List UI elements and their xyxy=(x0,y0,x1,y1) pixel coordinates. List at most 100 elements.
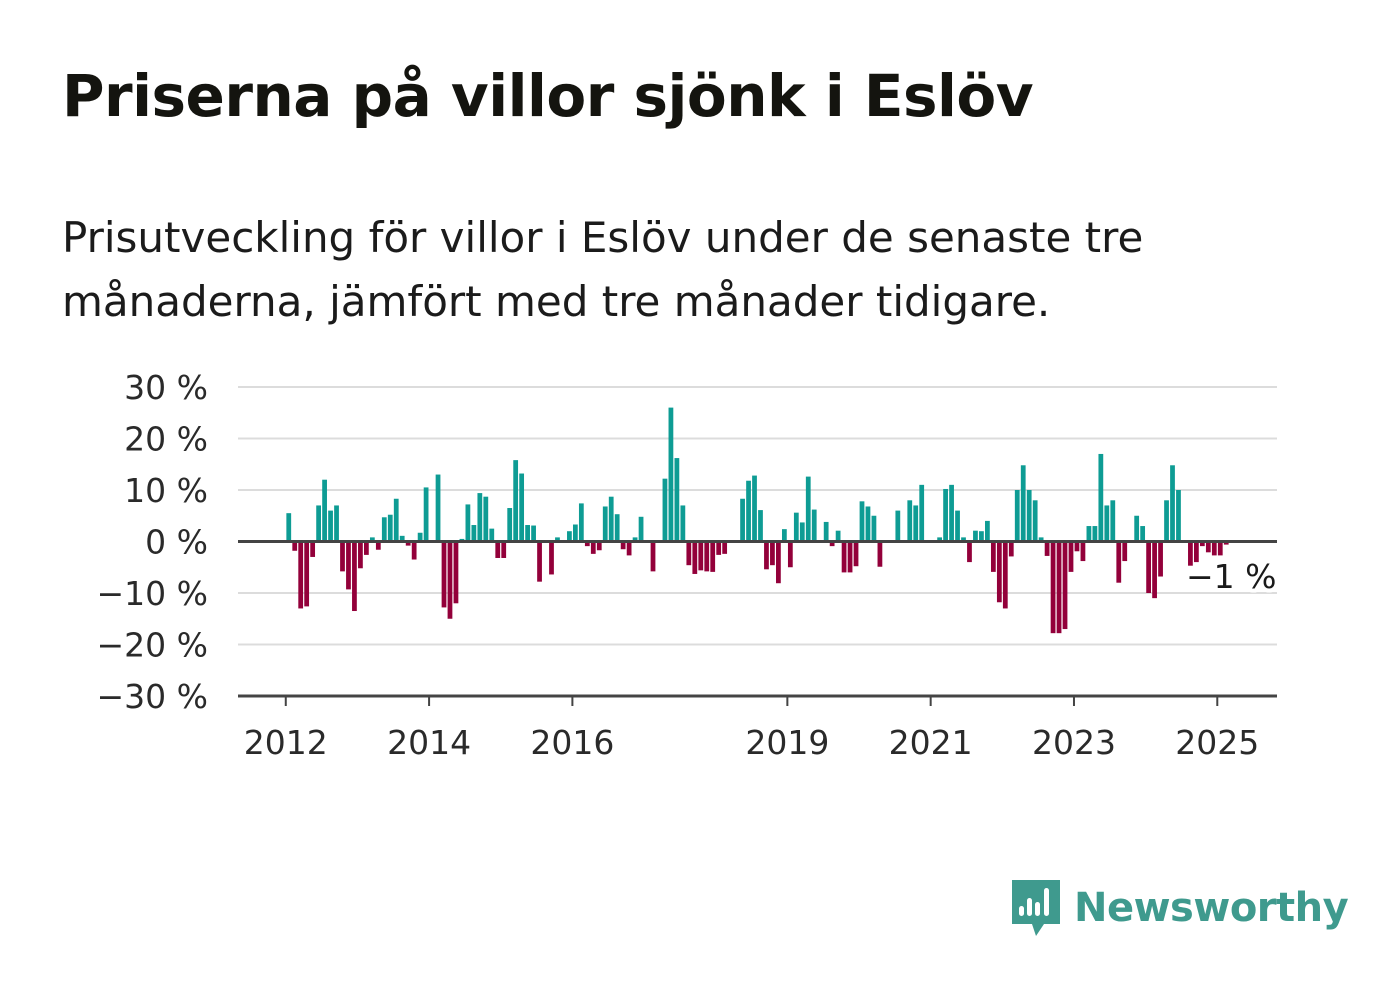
bar xyxy=(871,515,877,542)
bar xyxy=(608,496,614,542)
bar xyxy=(584,541,590,547)
bar xyxy=(668,407,674,542)
bar xyxy=(985,520,990,542)
bar xyxy=(686,541,692,566)
bar xyxy=(1194,541,1199,563)
bar xyxy=(758,510,763,542)
bar xyxy=(381,517,387,542)
bar xyxy=(441,541,447,608)
bar xyxy=(996,541,1002,603)
bar xyxy=(1170,465,1175,542)
bar xyxy=(555,537,560,542)
bar xyxy=(967,541,972,563)
bar xyxy=(567,531,572,542)
bar xyxy=(453,541,459,604)
bar xyxy=(919,484,925,542)
bar xyxy=(1056,541,1062,634)
bar xyxy=(1080,541,1086,562)
bar xyxy=(716,541,722,555)
bar xyxy=(1104,505,1110,542)
bar xyxy=(310,541,316,557)
bar xyxy=(1199,541,1205,547)
bar xyxy=(961,537,966,542)
bar xyxy=(358,541,363,569)
bar xyxy=(537,541,542,582)
bar xyxy=(495,541,501,558)
y-tick-label: 0 % xyxy=(145,523,208,562)
bar xyxy=(519,473,525,542)
bar xyxy=(1140,526,1146,542)
x-tick-label: 2021 xyxy=(889,723,973,762)
bar xyxy=(602,506,608,542)
bar xyxy=(1038,537,1044,542)
bar xyxy=(1074,541,1080,552)
bar xyxy=(638,516,644,542)
bar xyxy=(829,541,835,547)
bar xyxy=(435,474,441,542)
bar xyxy=(614,514,620,542)
bar xyxy=(393,498,399,542)
bar xyxy=(680,505,686,542)
newsworthy-logo: Newsworthy xyxy=(1010,878,1349,938)
bar xyxy=(949,484,954,542)
bar xyxy=(298,541,304,609)
bar xyxy=(1217,541,1223,556)
bar xyxy=(340,541,345,572)
x-tick-label: 2012 xyxy=(244,723,328,762)
bar xyxy=(1164,500,1169,542)
bar xyxy=(710,541,716,572)
bar xyxy=(387,514,393,542)
bar xyxy=(895,510,901,542)
bar xyxy=(525,525,530,542)
bar xyxy=(1205,541,1211,553)
y-tick-label: −10 % xyxy=(97,574,209,613)
bar xyxy=(907,500,913,542)
bar xyxy=(973,530,978,542)
bar xyxy=(740,498,745,542)
x-tick-label: 2025 xyxy=(1175,723,1259,762)
bar xyxy=(955,510,960,542)
bar xyxy=(322,479,327,542)
bar xyxy=(465,504,471,542)
bar xyxy=(847,541,853,573)
y-tick-label: −30 % xyxy=(97,677,209,716)
bar xyxy=(1002,541,1008,609)
bar xyxy=(531,525,536,542)
bar xyxy=(399,535,405,542)
bar xyxy=(596,541,602,551)
bar xyxy=(650,541,656,572)
bar xyxy=(793,512,799,542)
bar xyxy=(477,493,483,542)
bar xyxy=(1032,500,1038,542)
bar xyxy=(835,530,841,542)
bar xyxy=(1020,465,1026,542)
bar xyxy=(859,501,865,542)
axes xyxy=(238,540,1277,698)
y-tick-label: 30 % xyxy=(124,368,208,407)
chart-subtitle: Prisutveckling för villor i Eslöv under … xyxy=(62,213,1144,326)
bar xyxy=(501,541,507,558)
bar xyxy=(489,528,495,542)
bar xyxy=(346,541,351,590)
gridlines xyxy=(238,386,1277,646)
bar xyxy=(328,510,333,542)
bar xyxy=(352,541,357,612)
bar xyxy=(692,541,698,574)
bar xyxy=(1050,541,1056,634)
bar xyxy=(1158,541,1163,577)
bar xyxy=(752,475,757,542)
bar xyxy=(764,541,769,570)
bar xyxy=(364,541,369,555)
brand-name: Newsworthy xyxy=(1074,885,1349,931)
x-tick-label: 2019 xyxy=(745,723,829,762)
bar xyxy=(1223,541,1229,545)
bar xyxy=(704,541,710,572)
bar xyxy=(811,509,817,542)
bar xyxy=(799,522,805,542)
bar xyxy=(369,537,375,542)
bar xyxy=(286,513,292,542)
bar xyxy=(292,541,298,551)
bar xyxy=(1116,541,1122,583)
bar xyxy=(626,541,632,556)
